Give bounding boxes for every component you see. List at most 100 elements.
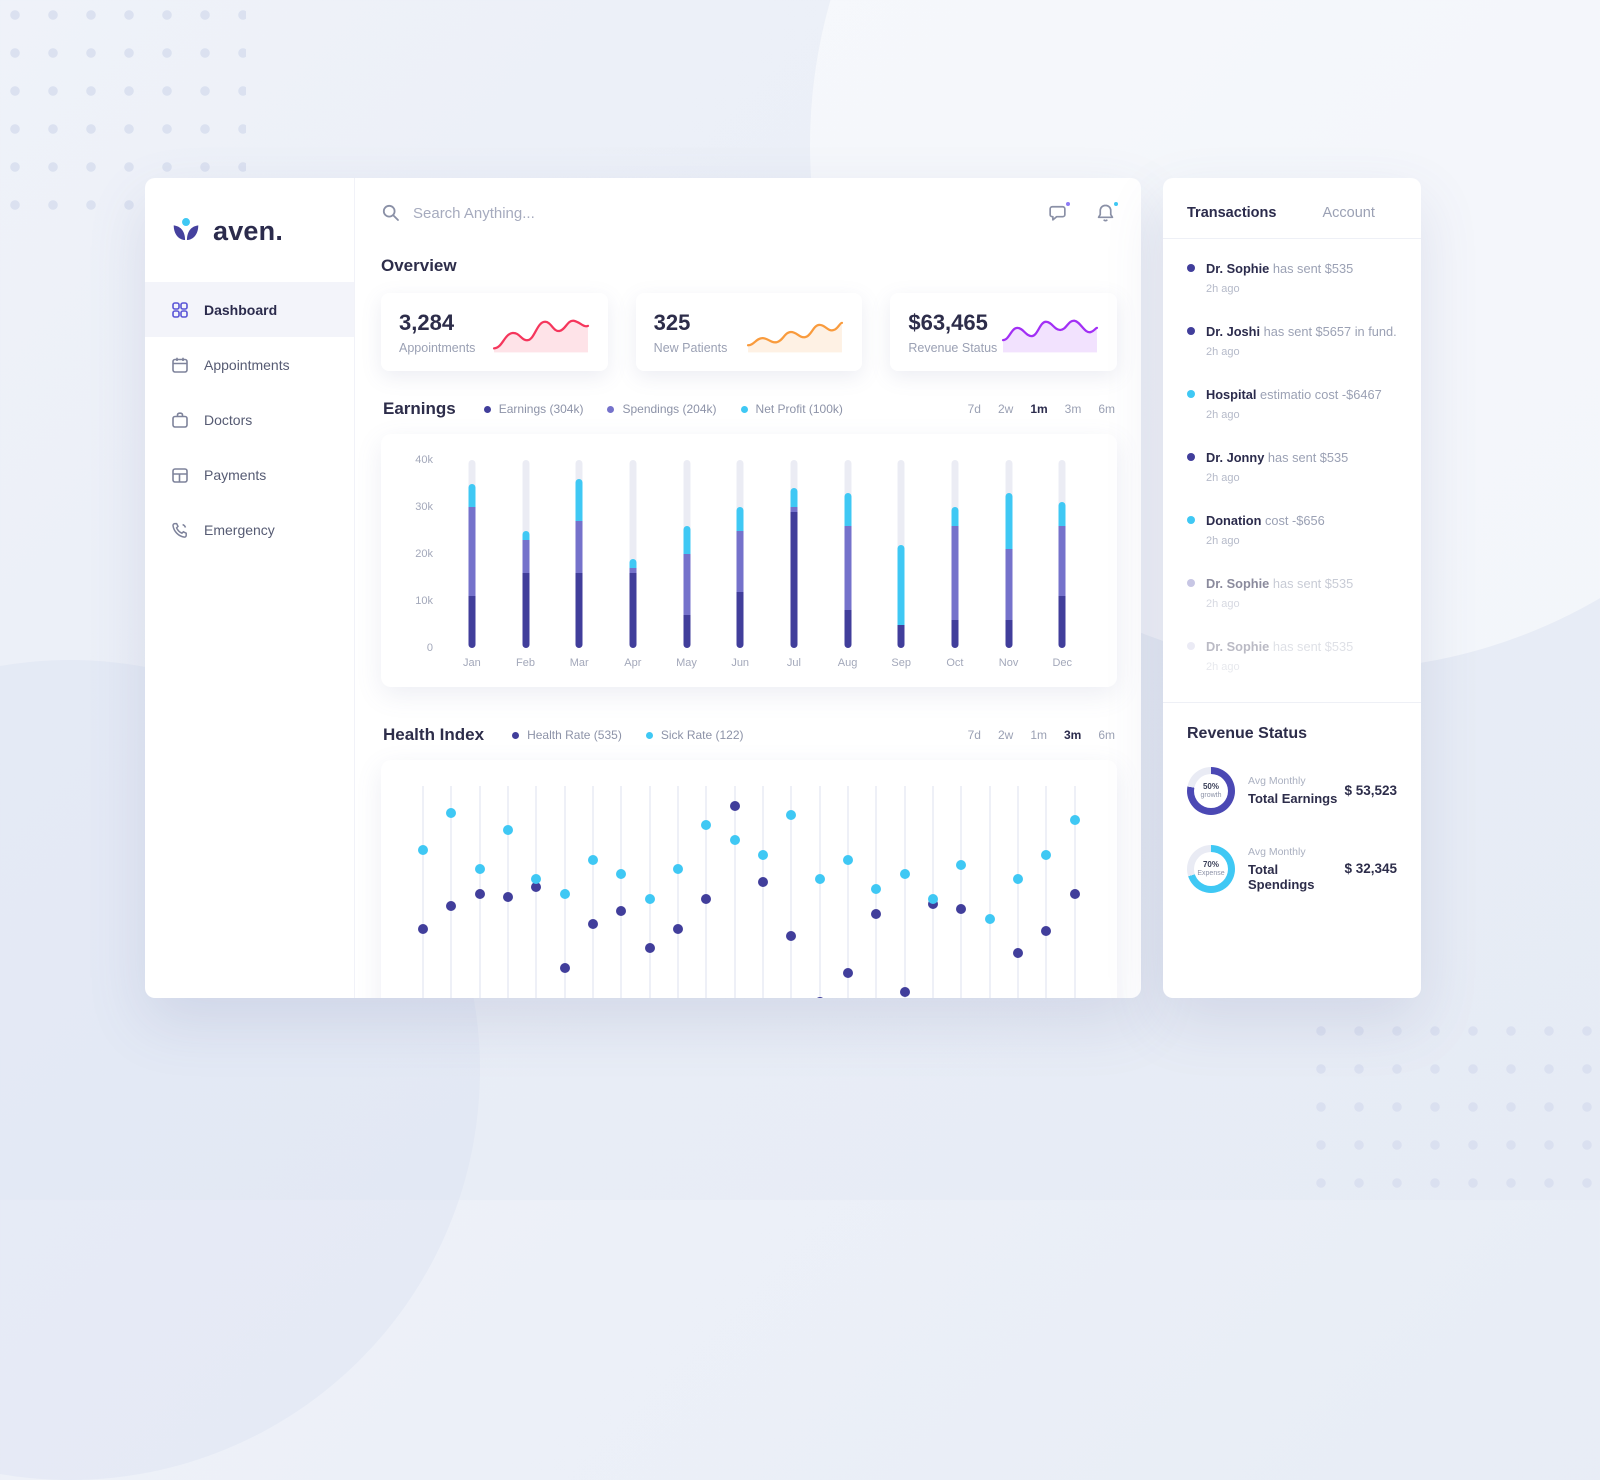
- sidebar-item-payments[interactable]: Payments: [145, 447, 354, 502]
- scatter-dot-health-rate[interactable]: [531, 881, 542, 892]
- bar-jan[interactable]: Jan: [445, 460, 499, 669]
- bar-dec[interactable]: Dec: [1035, 460, 1089, 669]
- filter-3m[interactable]: 3m: [1063, 728, 1082, 742]
- scatter-dot-health-rate[interactable]: [1069, 889, 1080, 900]
- scatter-dot-sick-rate[interactable]: [1041, 849, 1052, 860]
- scatter-stem: [960, 786, 963, 998]
- transaction-item[interactable]: Donation cost -$656 2h ago: [1187, 513, 1397, 547]
- scatter-dot-sick-rate[interactable]: [446, 807, 457, 818]
- scatter-dot-sick-rate[interactable]: [531, 874, 542, 885]
- scatter-dot-sick-rate[interactable]: [758, 849, 769, 860]
- scatter-dot-sick-rate[interactable]: [616, 869, 627, 880]
- scatter-dot-sick-rate[interactable]: [814, 874, 825, 885]
- logo[interactable]: aven.: [145, 178, 354, 282]
- bar-apr[interactable]: Apr: [606, 460, 660, 669]
- sidebar-item-emergency[interactable]: Emergency: [145, 502, 354, 557]
- scatter-dot-health-rate[interactable]: [644, 943, 655, 954]
- transaction-desc: has sent $535: [1272, 575, 1354, 591]
- transaction-item[interactable]: Dr. Sophie has sent $535 2h ago: [1187, 576, 1397, 610]
- scatter-dot-health-rate[interactable]: [1013, 948, 1024, 959]
- transaction-time: 2h ago: [1206, 408, 1240, 421]
- earnings-header: Earnings Earnings (304k) Spendings (204k…: [383, 399, 1115, 419]
- scatter-dot-sick-rate[interactable]: [786, 810, 797, 821]
- scatter-dot-health-rate[interactable]: [956, 903, 967, 914]
- scatter-dot-sick-rate[interactable]: [843, 854, 854, 865]
- filter-2w[interactable]: 2w: [997, 402, 1014, 416]
- sidebar-nav: Dashboard Appointments Doctors Payments: [145, 282, 354, 557]
- bar-jun[interactable]: Jun: [713, 460, 767, 669]
- sidebar-item-label: Appointments: [204, 356, 290, 373]
- transaction-item[interactable]: Dr. Sophie has sent $535 2h ago: [1187, 261, 1397, 295]
- sidebar-item-appointments[interactable]: Appointments: [145, 337, 354, 392]
- scatter-dot-health-rate[interactable]: [446, 901, 457, 912]
- bar-may[interactable]: May: [660, 460, 714, 669]
- scatter-dot-health-rate[interactable]: [899, 987, 910, 998]
- scatter-dot-sick-rate[interactable]: [588, 854, 599, 865]
- scatter-dot-health-rate[interactable]: [814, 997, 825, 998]
- scatter-dot-health-rate[interactable]: [588, 918, 599, 929]
- sidebar-item-dashboard[interactable]: Dashboard: [145, 282, 354, 337]
- scatter-dot-sick-rate[interactable]: [474, 864, 485, 875]
- bar-mar[interactable]: Mar: [552, 460, 606, 669]
- scatter-dot-sick-rate[interactable]: [644, 894, 655, 904]
- scatter-column: [664, 776, 692, 998]
- bar-jul[interactable]: Jul: [767, 460, 821, 669]
- scatter-dot-sick-rate[interactable]: [956, 859, 967, 870]
- scatter-dot-health-rate[interactable]: [758, 876, 769, 887]
- bar-oct[interactable]: Oct: [928, 460, 982, 669]
- transaction-name: Dr. Joshi: [1206, 323, 1261, 339]
- transaction-item[interactable]: Dr. Jonny has sent $535 2h ago: [1187, 450, 1397, 484]
- transaction-item[interactable]: Dr. Sophie has sent $535 2h ago: [1187, 639, 1397, 673]
- scatter-dot-sick-rate[interactable]: [559, 889, 570, 900]
- scatter-dot-sick-rate[interactable]: [1069, 815, 1080, 826]
- transaction-item[interactable]: Dr. Joshi has sent $5657 in fund. 2h ago: [1187, 324, 1397, 358]
- transaction-item[interactable]: Hospital estimatio cost -$6467 2h ago: [1187, 387, 1397, 421]
- bar-segment: [1058, 525, 1066, 597]
- filter-6m[interactable]: 6m: [1098, 728, 1115, 742]
- scatter-dot-sick-rate[interactable]: [701, 820, 712, 831]
- filter-7d[interactable]: 7d: [967, 728, 981, 742]
- scatter-dot-sick-rate[interactable]: [503, 825, 514, 836]
- scatter-column: [551, 776, 579, 998]
- bar-nov[interactable]: Nov: [982, 460, 1036, 669]
- legend-net-profit: Net Profit (100k): [740, 402, 843, 416]
- bar-sep[interactable]: Sep: [874, 460, 928, 669]
- scatter-dot-health-rate[interactable]: [616, 906, 627, 917]
- scatter-dot-sick-rate[interactable]: [1013, 874, 1024, 885]
- transaction-dot: [1187, 641, 1195, 650]
- scatter-dot-sick-rate[interactable]: [673, 864, 684, 875]
- scatter-dot-health-rate[interactable]: [786, 930, 797, 941]
- bar-segment: [897, 624, 905, 648]
- scatter-dot-health-rate[interactable]: [701, 894, 712, 904]
- scatter-dot-sick-rate[interactable]: [871, 884, 882, 895]
- scatter-dot-sick-rate[interactable]: [418, 844, 429, 855]
- scatter-dot-health-rate[interactable]: [843, 967, 854, 978]
- filter-3m[interactable]: 3m: [1064, 402, 1082, 416]
- scatter-dot-health-rate[interactable]: [418, 923, 429, 934]
- tab-transactions[interactable]: Transactions: [1187, 205, 1277, 221]
- tab-account[interactable]: Account: [1322, 205, 1375, 221]
- bar-aug[interactable]: Aug: [821, 460, 875, 669]
- scatter-dot-health-rate[interactable]: [871, 908, 882, 919]
- scatter-dot-health-rate[interactable]: [559, 962, 570, 973]
- filter-6m[interactable]: 6m: [1098, 402, 1115, 416]
- filter-1m[interactable]: 1m: [1030, 402, 1048, 416]
- scatter-dot-sick-rate[interactable]: [729, 834, 740, 845]
- scatter-dot-health-rate[interactable]: [474, 889, 485, 900]
- scatter-dot-health-rate[interactable]: [673, 923, 684, 934]
- sidebar-item-doctors[interactable]: Doctors: [145, 392, 354, 447]
- filter-1m[interactable]: 1m: [1030, 728, 1047, 742]
- messages-button[interactable]: [1047, 200, 1072, 224]
- scatter-dot-sick-rate[interactable]: [928, 894, 939, 904]
- scatter-dot-sick-rate[interactable]: [984, 913, 995, 924]
- notifications-button[interactable]: [1095, 200, 1120, 224]
- bar-feb[interactable]: Feb: [499, 460, 553, 669]
- scatter-dot-health-rate[interactable]: [729, 800, 740, 811]
- search-input[interactable]: [413, 204, 743, 222]
- scatter-dot-health-rate[interactable]: [503, 891, 514, 902]
- filter-7d[interactable]: 7d: [967, 402, 981, 416]
- filter-2w[interactable]: 2w: [997, 728, 1014, 742]
- y-tick-label: 30k: [415, 501, 433, 513]
- scatter-dot-sick-rate[interactable]: [899, 869, 910, 880]
- scatter-dot-health-rate[interactable]: [1041, 925, 1052, 936]
